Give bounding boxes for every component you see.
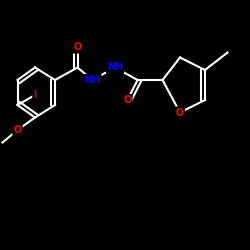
Text: NH: NH <box>84 75 100 85</box>
Text: I: I <box>33 90 37 100</box>
Text: O: O <box>74 42 82 52</box>
Text: O: O <box>14 125 22 135</box>
Text: NH: NH <box>107 62 123 72</box>
Text: O: O <box>176 108 184 118</box>
Text: O: O <box>124 95 132 105</box>
